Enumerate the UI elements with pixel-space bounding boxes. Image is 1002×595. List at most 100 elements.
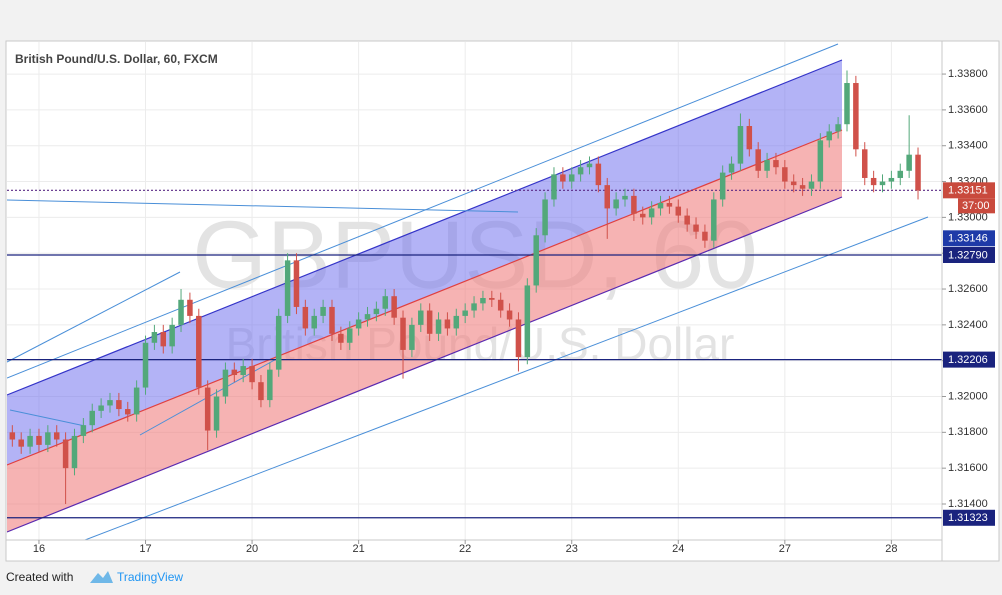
candle-body [89,410,95,426]
trend-line [7,43,839,379]
channel-mid [7,129,843,466]
candle-body [196,315,202,388]
footer-brand[interactable]: TradingView [117,570,183,584]
candle-body [240,366,246,376]
candle-body [595,163,602,186]
trend-line [84,216,929,540]
levels [7,189,942,519]
candle-body [116,400,122,410]
footer [0,562,1002,595]
price-level-box [943,230,995,247]
candle-body [764,160,770,171]
candle-body [338,333,344,343]
candle-body [666,203,673,207]
candle-body [870,177,877,186]
price-level-box [943,351,995,368]
price-level-label: 1.33146 [948,233,988,245]
candle-body [879,181,886,186]
candle-body [329,306,335,334]
candle-body [231,369,238,376]
candle-body [746,126,753,150]
y-tick-label: 1.31600 [948,462,988,474]
countdown: 37:00 [962,200,990,212]
x-tick-label: 27 [779,543,791,555]
candle-body [284,260,291,316]
channel-top [7,59,843,396]
candle-body [213,396,220,431]
candle-body [53,432,60,440]
candle-body [364,314,371,320]
candle-body [187,299,193,316]
candle-body [178,299,184,325]
chart-title: British Pound/U.S. Dollar, 60, FXCM [15,52,218,66]
candle-body [577,167,584,175]
candle-body [18,439,24,447]
x-tick-label: 23 [566,543,578,555]
candle-body [817,140,824,182]
candle-body [151,332,158,343]
candle-body [27,435,33,447]
candle-body [631,195,637,214]
x-tick-label: 21 [352,543,364,555]
candle-body [125,409,131,415]
candle-body [506,310,513,320]
channel-bottom [7,196,843,533]
candle-body [9,432,16,440]
candle-body [293,260,300,307]
x-tick-label: 28 [885,543,897,555]
candle-body [382,296,389,309]
candle-body [657,203,664,209]
candle-body [906,154,912,171]
logo [90,571,113,583]
candle-body [302,306,309,329]
candle-body [782,167,788,182]
candle-body [249,366,255,383]
footer-prefix: Created with [6,570,73,584]
candle-body [560,174,566,182]
candle-body [36,435,42,445]
candle-body [888,177,895,182]
y-tick-label: 1.33600 [948,104,988,116]
candle-body [204,387,211,431]
candle-body [568,174,575,182]
trend-line [9,409,86,427]
candle-body [622,195,628,200]
trend-line [7,199,519,213]
candle-body [808,181,815,189]
drawings [7,43,929,540]
candle-body [861,149,868,178]
candle-body [693,224,699,232]
candle-body [444,319,451,329]
candle-body [169,324,175,347]
candle-body [853,83,859,150]
candle-body [524,285,531,358]
channel-lower-band [7,130,842,532]
price-level-label: 1.33151 [948,185,988,197]
candle-body [711,199,717,241]
candle-body [542,199,548,236]
price-level-label: 1.32790 [948,249,988,261]
candle-body [835,124,841,132]
candle-body [897,170,904,178]
candle-body [799,185,806,189]
y-tick-label: 1.31800 [948,426,988,438]
candle-body [400,317,406,350]
x-tick-label: 24 [672,543,684,555]
y-tick-label: 1.31400 [948,498,988,510]
candle-body [142,342,149,388]
candle-body [418,310,424,325]
channel-upper-band [7,60,842,465]
candle-body [586,163,593,168]
candle-body [728,163,735,173]
candle-body [267,369,273,401]
price-level-label: 1.32206 [948,354,988,366]
candles [9,70,921,504]
candle-body [515,319,522,358]
candle-body [435,319,442,334]
y-tick-label: 1.33400 [948,140,988,152]
y-tick-label: 1.33000 [948,211,988,223]
candle-body [604,185,610,209]
candle-body [844,83,850,125]
